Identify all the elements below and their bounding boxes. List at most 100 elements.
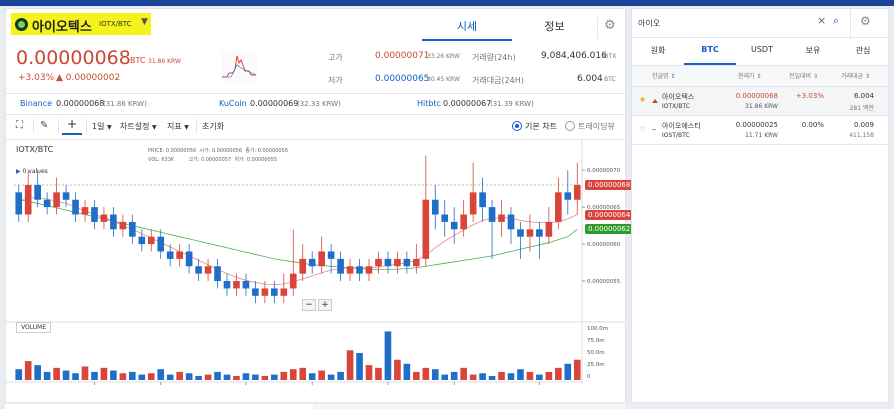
coin-krw: 31.86 KRW (745, 103, 778, 110)
volume-bar (233, 375, 240, 380)
volume-bar (252, 374, 259, 380)
col-amount[interactable]: 거래대금 ⇕ (841, 73, 871, 80)
candle-body (157, 236, 165, 252)
indicators-menu[interactable]: 지표 ▼ (167, 122, 189, 131)
col-price[interactable]: 현재가 ⇕ (738, 73, 762, 80)
exchange-binance-name[interactable]: Binance (20, 99, 53, 108)
coin-title-highlight (11, 13, 151, 35)
coin-name[interactable]: 아이오텍스 (32, 20, 92, 35)
stat-amt-unit: BTC (604, 76, 616, 83)
tab-holdings[interactable]: 보유 (805, 46, 821, 55)
tab-btc[interactable]: BTC (684, 41, 736, 65)
exchange-kucoin-name[interactable]: KuCoin (219, 99, 247, 108)
tab-quote[interactable]: 시세 (422, 17, 512, 41)
volume-bar (431, 369, 439, 380)
tab-usdt[interactable]: USDT (751, 45, 773, 54)
volume-bar (469, 374, 477, 380)
stat-amt-value: 6.004 (577, 74, 603, 84)
panel-bottom-right (313, 404, 626, 409)
tab-krw[interactable]: 원화 (650, 46, 666, 55)
coin-price: 0.00000068 (735, 92, 778, 100)
volume-bar (289, 369, 297, 380)
search-icon[interactable]: ⌕ (833, 14, 840, 27)
volume-bar (157, 369, 165, 380)
zoom-in-button[interactable]: + (318, 299, 332, 311)
tab-favorites[interactable]: 관심 (855, 46, 871, 55)
coin-amount-sub: 411,158 (849, 132, 874, 139)
candle-body (53, 192, 60, 208)
stat-high-label: 고가 (328, 53, 343, 62)
ohlc-box: PRICE: 0.00000056 시가: 0.00000056 종가: 0.0… (148, 147, 288, 165)
list-item[interactable]: ★ 아이오텍스 IOTX/BTC 0.00000068 31.86 KRW +3… (632, 87, 888, 115)
chart-title: IOTX/BTC (16, 145, 54, 154)
volume-bar (384, 331, 392, 380)
col-name[interactable]: 한글명 ⇕ (652, 73, 676, 80)
fullscreen-icon[interactable]: ⛶ (16, 120, 23, 131)
volume-bar (15, 369, 23, 380)
basic-chart-radio[interactable] (512, 121, 522, 131)
main-panel: 아이오텍스 IOTX/BTC ▼ 0.00000068 BTC 31.86 KR… (5, 8, 634, 403)
coin-change: +3.03% (795, 92, 824, 100)
tab-info[interactable]: 정보 (544, 20, 565, 33)
col-change[interactable]: 전일대비 ⇕ (789, 73, 819, 80)
candle-body (62, 192, 70, 200)
interval-select[interactable]: 1일 ▼ (92, 122, 112, 131)
volume-bar (394, 359, 401, 380)
candle-body (441, 214, 449, 222)
change-absolute: ▲ 0.00000002 (56, 73, 121, 83)
candle-body (469, 192, 477, 215)
ohlc-high-value: 0.00000057 (200, 157, 232, 163)
ohlc-close-value: 0.00000056 (257, 148, 288, 154)
stat-vol-label: 거래량(24h) (472, 53, 516, 62)
candle-body (318, 251, 325, 267)
volume-bar (526, 371, 534, 380)
crosshair-icon[interactable]: + (62, 117, 82, 135)
volume-bar (327, 374, 335, 380)
volume-bar (223, 374, 231, 380)
volume-bar (403, 363, 411, 380)
volume-bar (356, 353, 363, 380)
coin-logo-icon (15, 18, 28, 31)
volume-label: VOLUME (16, 322, 52, 333)
coin-dropdown-chevron-icon[interactable]: ▼ (141, 17, 148, 27)
candle-body (555, 192, 562, 222)
reset-button[interactable]: 초기화 (202, 122, 225, 131)
volume-tick-label: 25.0m (587, 362, 605, 368)
candle-body (242, 281, 250, 289)
coin-change: 0.00% (801, 121, 824, 129)
list-settings-gear-icon[interactable]: ⚙ (860, 14, 871, 28)
tradingview-radio[interactable] (565, 121, 575, 131)
candle-body (252, 288, 259, 296)
list-item[interactable]: ☆ – 아이오에스티 IOST/BTC 0.00000025 11.71 KRW… (632, 116, 888, 144)
settings-gear-icon[interactable]: ⚙ (604, 18, 616, 33)
candle-body (110, 214, 117, 230)
indicator-legend[interactable]: ▶ 0 values (16, 168, 48, 175)
y-tick-label: 0.00000070 (587, 168, 621, 174)
price-tag: 0.00000062 (585, 224, 634, 235)
zoom-out-button[interactable]: − (302, 299, 316, 311)
volume-bar (555, 367, 562, 380)
favorite-star-icon[interactable]: ★ (639, 95, 647, 104)
volume-bar (375, 367, 382, 380)
coin-amount: 0.009 (853, 121, 874, 129)
candle-body (34, 184, 41, 200)
candle-body (166, 251, 174, 259)
candle-body (289, 273, 297, 289)
clear-search-icon[interactable]: × (817, 14, 827, 27)
candle-body (147, 236, 155, 245)
top-nav-strip (0, 0, 894, 6)
volume-bar (176, 371, 183, 380)
exchange-hitbtc-name[interactable]: Hitbtc (417, 99, 441, 108)
ohlc-price-label: PRICE: (148, 148, 165, 154)
search-input[interactable] (638, 15, 828, 31)
chart-settings-menu[interactable]: 차트설정 ▼ (120, 122, 157, 131)
candle-body (138, 236, 146, 245)
coin-amount-sub: 281 백만 (849, 105, 874, 112)
price-chart[interactable]: 0.00000070 0.00000065 0.00000060 0.00000055… (6, 140, 625, 385)
candle-body (526, 229, 534, 237)
volume-bar (195, 375, 202, 380)
favorite-star-icon[interactable]: ☆ (639, 124, 647, 133)
draw-pencil-icon[interactable]: ✎ (40, 120, 49, 131)
volume-bar (129, 371, 136, 380)
volume-bar (214, 371, 221, 380)
